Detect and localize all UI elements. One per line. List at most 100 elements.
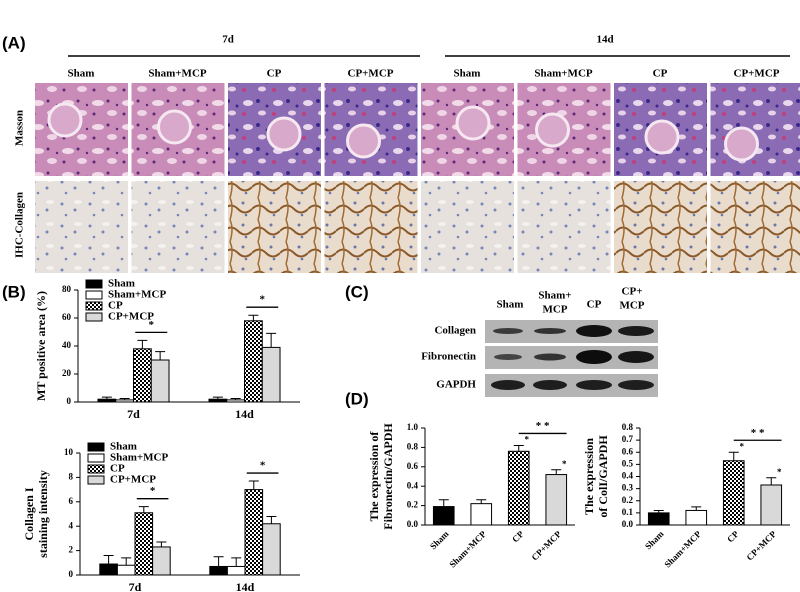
y-axis-label: The expression (582, 438, 596, 515)
legend-swatch (85, 290, 103, 300)
panel-label: (D) (345, 389, 369, 408)
legend-label: CP (110, 463, 125, 475)
x-tick-label: CP (510, 528, 526, 544)
y-tick-label: 60 (62, 312, 72, 322)
error-bar (728, 451, 739, 461)
bar (545, 474, 568, 526)
micrograph (614, 181, 707, 273)
band (493, 328, 523, 334)
y-tick-label: 6 (69, 496, 74, 506)
legend-swatch (87, 453, 105, 463)
y-axis-label: MT positive area (%) (34, 291, 48, 401)
timepoint: 7d (222, 34, 234, 46)
annotation: * (562, 459, 567, 469)
x-tick-label: Sham (643, 528, 666, 551)
bar (760, 484, 783, 526)
bar (244, 320, 263, 403)
y-tick-label: 0.6 (407, 461, 419, 471)
error-bar (156, 541, 167, 547)
bar (97, 398, 117, 403)
bar (133, 348, 152, 403)
group-label: CP (653, 68, 668, 80)
band (533, 380, 567, 390)
legend-label: Sham (108, 278, 135, 290)
y-tick-label: 2 (69, 545, 74, 555)
error-bar (103, 554, 114, 565)
micrograph (228, 181, 321, 273)
bar (115, 399, 134, 403)
bar (209, 565, 228, 576)
bar (470, 503, 493, 526)
lane-label: MCP (619, 300, 644, 312)
legend-swatch (87, 442, 105, 452)
error-bar (551, 469, 562, 475)
glomerulus (724, 126, 759, 162)
legend-swatch (85, 312, 103, 322)
error-bar (138, 506, 149, 513)
glomerulus (47, 102, 83, 138)
micrograph (517, 181, 611, 273)
y-tick-label: 4 (69, 520, 74, 530)
annotation: * (149, 319, 155, 331)
y-axis-label: The expression of (367, 431, 381, 522)
y-tick-label: 0.2 (407, 500, 419, 510)
error-bar (119, 398, 130, 400)
error-bar (766, 477, 777, 485)
bar (261, 346, 281, 403)
y-tick-label: 0.3 (622, 483, 634, 493)
error-bar (248, 480, 259, 490)
glomerulus (455, 105, 491, 141)
error-bar (438, 499, 449, 507)
lane-label: Sham (497, 299, 524, 311)
glomerulus (157, 109, 192, 145)
error-bar (476, 499, 487, 504)
x-tick-label: Sham+MCP (447, 528, 488, 569)
micrograph (35, 181, 128, 273)
y-tick-label: 0 (69, 569, 74, 579)
lane-label: Sham+ (538, 290, 571, 302)
y-tick-label: 0.5 (622, 458, 634, 468)
legend-label: Sham+MCP (110, 452, 168, 464)
error-bar (653, 509, 664, 513)
lane-label: MCP (542, 304, 567, 316)
annotation: * (525, 435, 530, 445)
western-blot (485, 320, 658, 397)
x-tick-label: Sham+MCP (662, 528, 703, 569)
x-tick-label: 7d (129, 580, 142, 592)
lane-label: CP (587, 299, 602, 311)
x-tick-label: CP+MCP (529, 528, 563, 562)
row-label: IHC-Collagen (14, 192, 26, 258)
y-tick-label: 8 (69, 471, 74, 481)
error-bar (137, 339, 148, 349)
legend-label: CP+MCP (108, 311, 154, 323)
y-tick-label: 0.4 (407, 480, 419, 490)
annotation: * (260, 294, 266, 306)
band (534, 328, 566, 334)
y-tick-label: 0.2 (622, 495, 634, 505)
error-bar (248, 314, 259, 321)
error-bar (691, 506, 702, 511)
x-tick-label: Sham (428, 528, 451, 551)
blot-strip (485, 320, 658, 343)
blot-strip (485, 374, 658, 397)
legend-swatch (87, 464, 105, 474)
band-label: GAPDH (436, 379, 476, 391)
error-bar (513, 444, 524, 452)
glomerulus (535, 112, 570, 148)
band (576, 380, 612, 390)
group-label: Sham+MCP (148, 68, 206, 80)
micrograph (710, 83, 800, 176)
group-label: CP+MCP (348, 68, 394, 80)
panel-label: (C) (345, 282, 369, 301)
y-tick-label: 40 (62, 340, 72, 350)
bar (208, 398, 228, 403)
annotation: * (777, 467, 782, 477)
y-axis-label: Fibronectin/GAPDH (381, 423, 395, 530)
bar (226, 399, 246, 403)
bar (150, 359, 170, 403)
error-bar (230, 398, 241, 400)
band (618, 380, 654, 390)
error-bar (266, 332, 277, 348)
bar (262, 523, 281, 576)
